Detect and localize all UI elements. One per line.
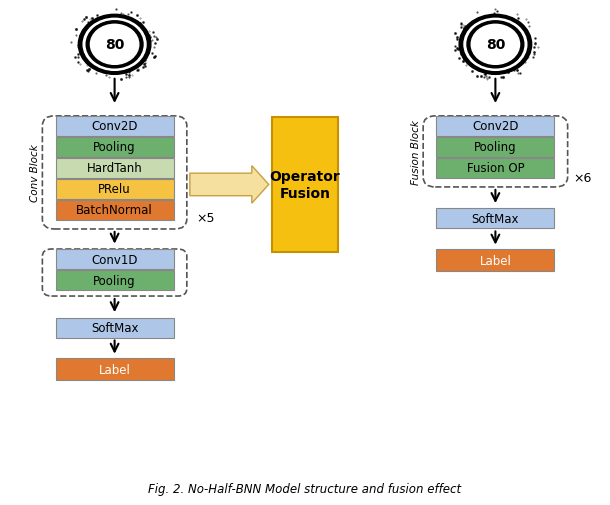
FancyBboxPatch shape <box>56 271 173 290</box>
Text: Conv1D: Conv1D <box>92 253 138 266</box>
Text: BatchNormal: BatchNormal <box>76 204 153 217</box>
Text: Label: Label <box>99 363 131 376</box>
Text: ×5: ×5 <box>196 212 214 225</box>
Circle shape <box>471 25 520 65</box>
Text: ×6: ×6 <box>573 172 592 185</box>
Circle shape <box>86 22 143 69</box>
FancyBboxPatch shape <box>56 200 173 221</box>
FancyBboxPatch shape <box>56 318 173 338</box>
FancyBboxPatch shape <box>272 118 338 252</box>
Circle shape <box>83 19 146 71</box>
FancyBboxPatch shape <box>56 117 173 137</box>
Text: Pooling: Pooling <box>474 141 517 154</box>
Text: Pooling: Pooling <box>93 274 136 287</box>
FancyBboxPatch shape <box>437 117 554 137</box>
FancyBboxPatch shape <box>437 138 554 158</box>
Text: Fusion Block: Fusion Block <box>411 120 421 184</box>
Text: Conv Block: Conv Block <box>30 144 40 202</box>
FancyBboxPatch shape <box>56 180 173 199</box>
Text: SoftMax: SoftMax <box>472 213 519 226</box>
Circle shape <box>464 19 527 71</box>
Text: Label: Label <box>479 254 511 267</box>
FancyBboxPatch shape <box>56 138 173 158</box>
FancyBboxPatch shape <box>437 249 554 272</box>
Text: Operator
Fusion: Operator Fusion <box>270 170 340 200</box>
Text: SoftMax: SoftMax <box>91 321 138 334</box>
FancyArrow shape <box>301 166 338 204</box>
Text: Conv2D: Conv2D <box>92 120 138 133</box>
Text: Fusion OP: Fusion OP <box>467 162 524 175</box>
FancyBboxPatch shape <box>437 159 554 179</box>
Text: 80: 80 <box>105 38 124 52</box>
Circle shape <box>78 15 151 75</box>
Text: 80: 80 <box>486 38 505 52</box>
FancyBboxPatch shape <box>56 159 173 179</box>
FancyBboxPatch shape <box>437 209 554 229</box>
FancyBboxPatch shape <box>56 249 173 270</box>
FancyArrow shape <box>190 166 269 204</box>
Circle shape <box>90 25 139 65</box>
Circle shape <box>467 22 524 69</box>
FancyBboxPatch shape <box>56 358 173 381</box>
Text: Fig. 2. No-Half-BNN Model structure and fusion effect: Fig. 2. No-Half-BNN Model structure and … <box>148 482 462 495</box>
Text: PRelu: PRelu <box>98 183 131 196</box>
Text: HardTanh: HardTanh <box>87 162 143 175</box>
Text: Conv2D: Conv2D <box>472 120 518 133</box>
Circle shape <box>459 15 532 75</box>
Text: Pooling: Pooling <box>93 141 136 154</box>
